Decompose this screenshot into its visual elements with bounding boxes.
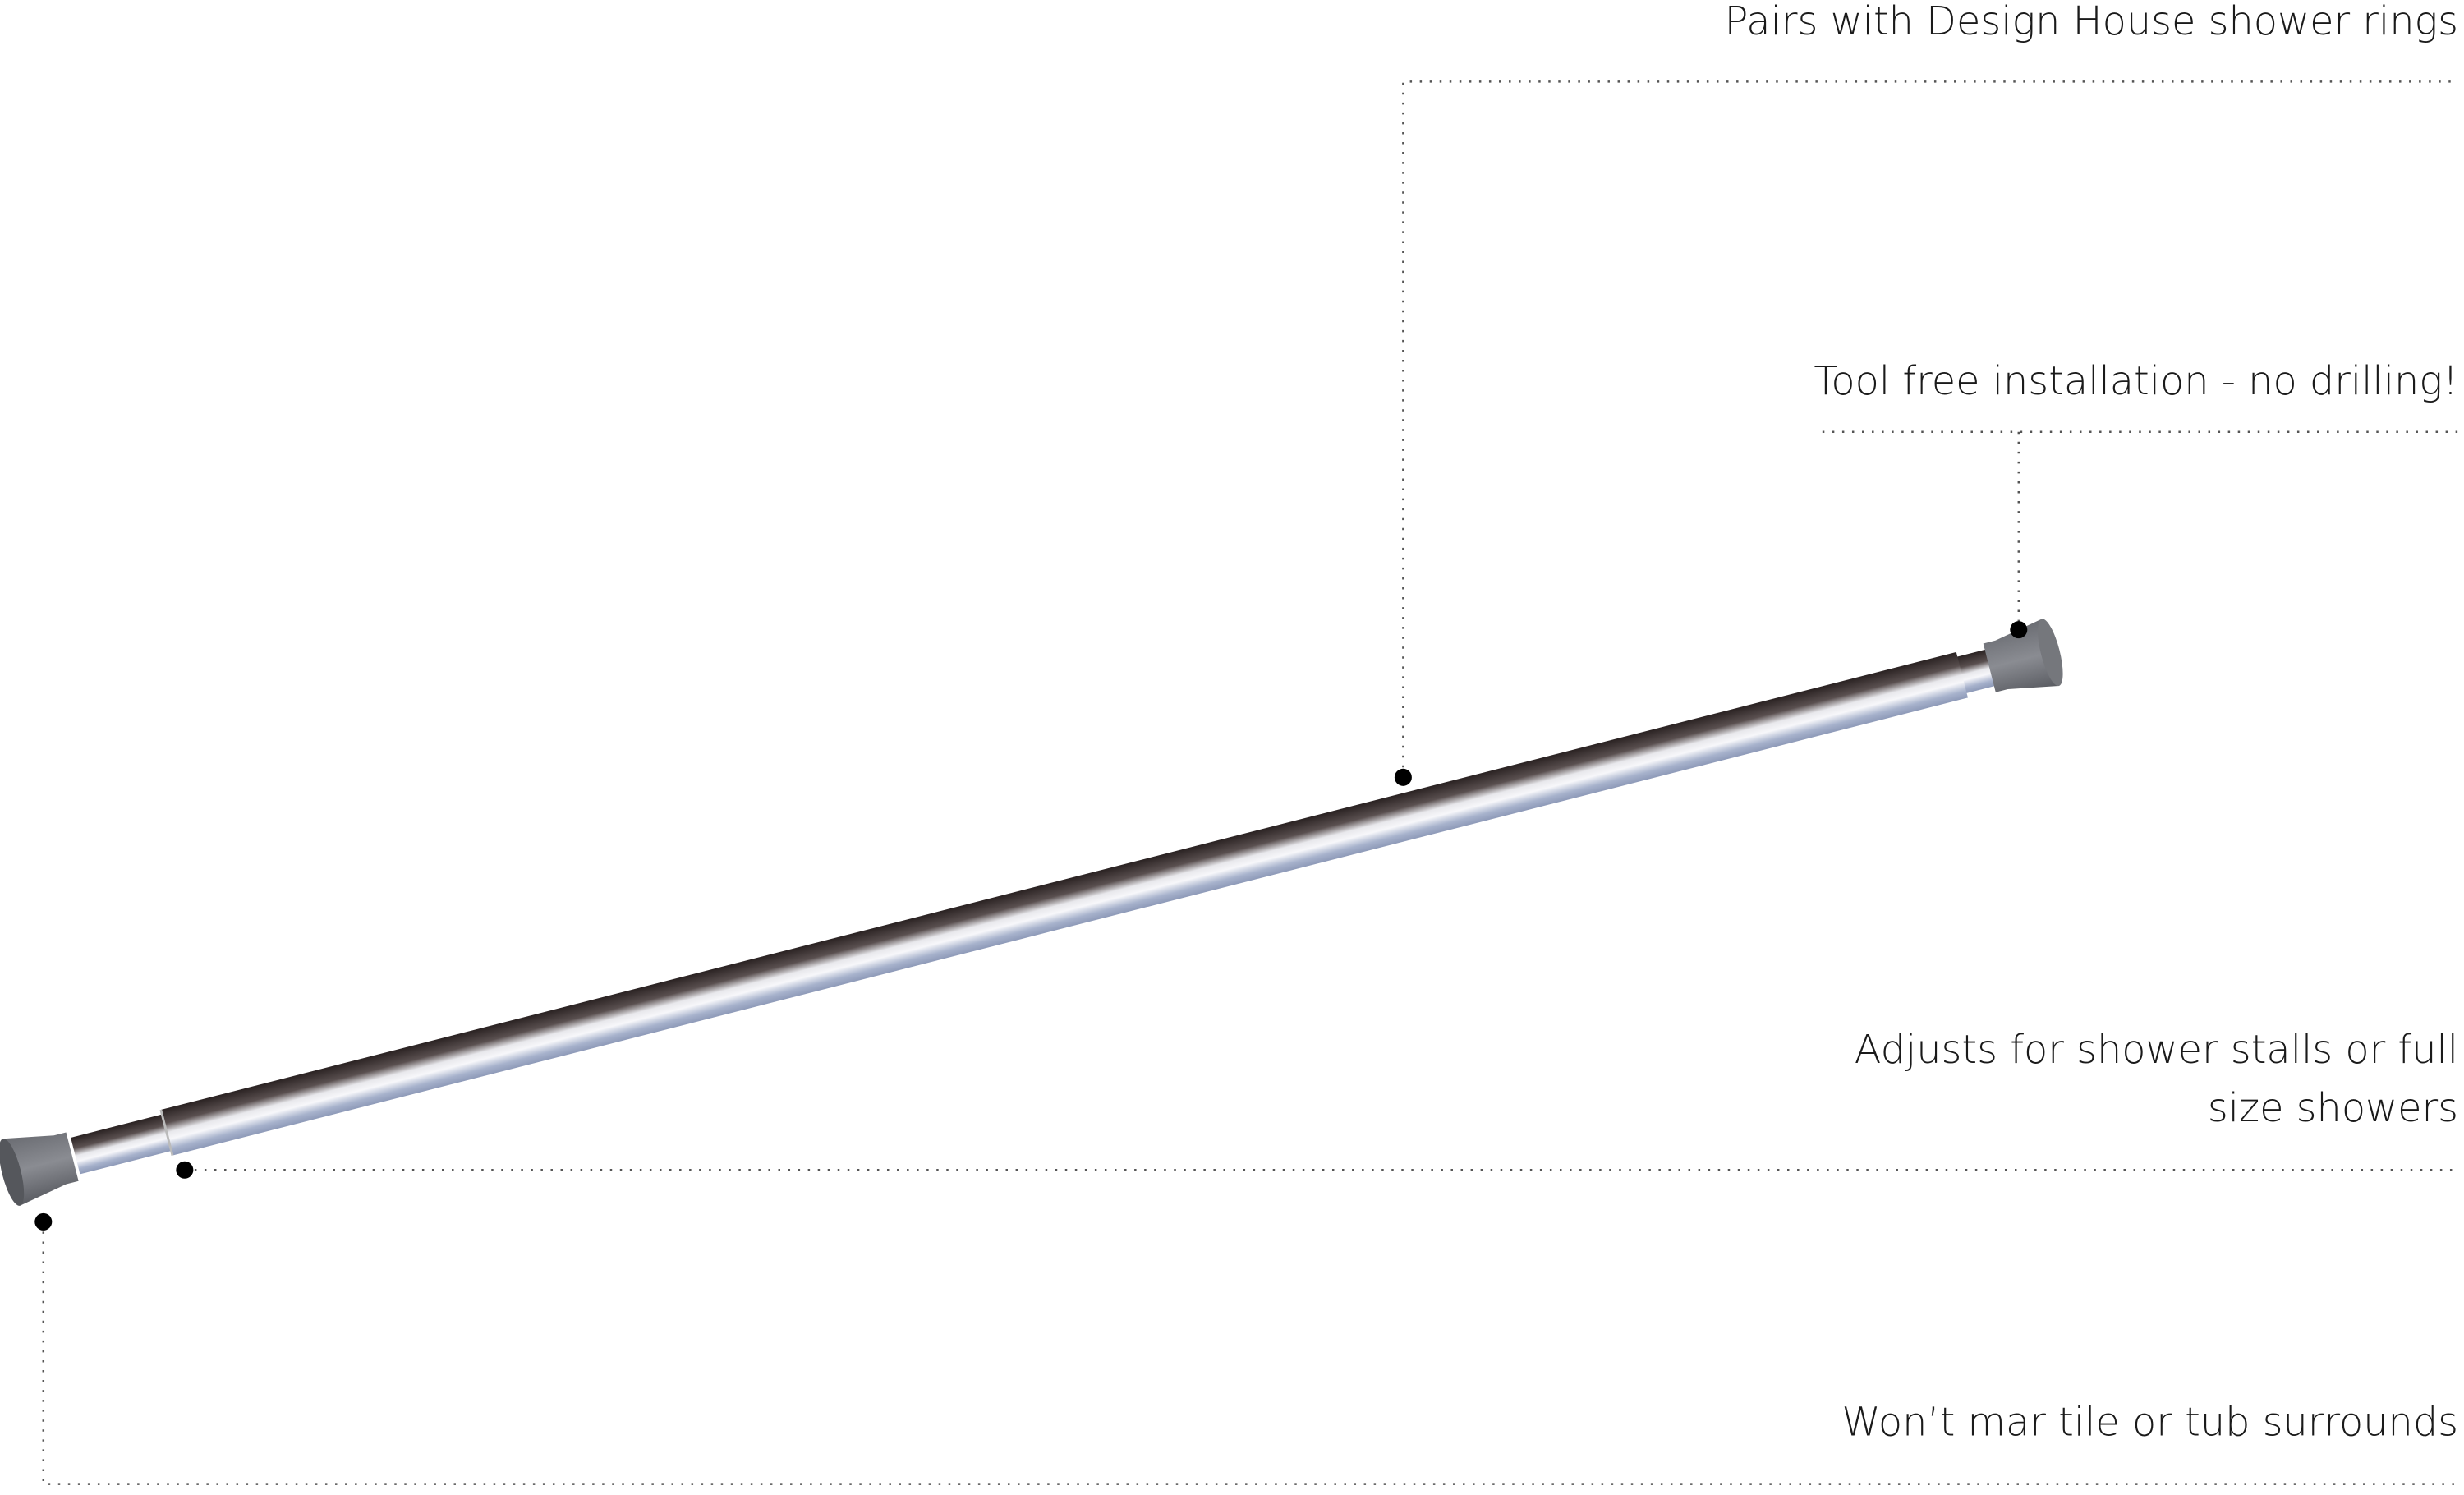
callout-3: Adjusts for shower stalls or full size s… xyxy=(176,1028,2459,1179)
callout-4: Won’t mar tile or tub surrounds xyxy=(34,1212,2459,1485)
callout-text: size showers xyxy=(2208,1086,2458,1131)
callout-1: Pairs with Design House shower rings xyxy=(1394,0,2459,786)
callout-text: Tool free installation - no drilling! xyxy=(1814,359,2458,404)
callout-2: Tool free installation - no drilling! xyxy=(1814,359,2459,639)
callout-text: Pairs with Design House shower rings xyxy=(1725,0,2458,44)
shower-rod xyxy=(0,619,2063,1206)
callout-text: Adjusts for shower stalls or full xyxy=(1855,1028,2458,1073)
callout-text: Won’t mar tile or tub surrounds xyxy=(1841,1400,2458,1445)
